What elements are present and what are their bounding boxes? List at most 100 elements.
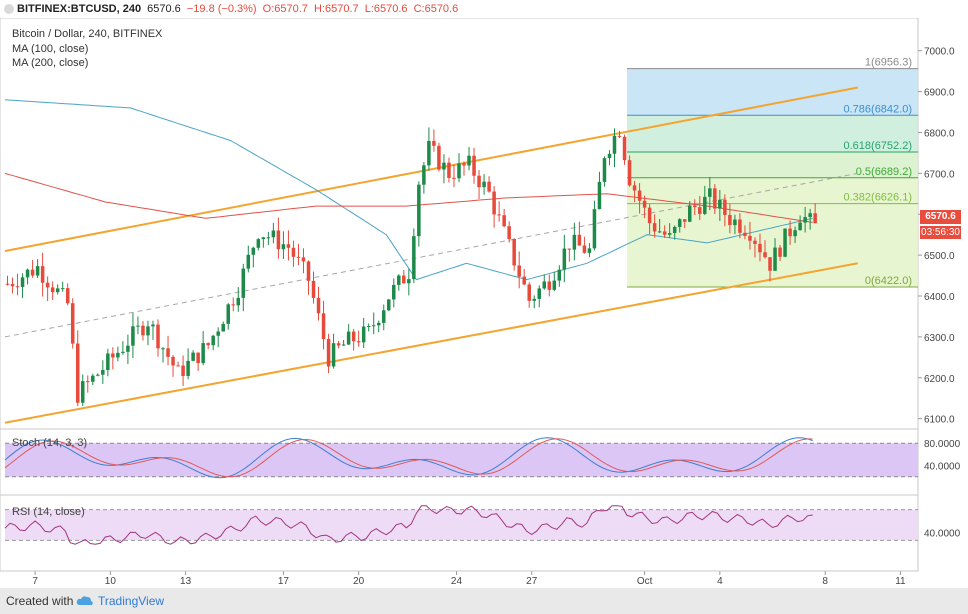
chart-title: Bitcoin / Dollar, 240, BITFINEX xyxy=(12,28,163,40)
candle-body xyxy=(111,353,115,358)
stoch-label: Stoch (14, 3, 3) xyxy=(12,437,88,449)
candle-body xyxy=(291,247,296,257)
candle-body xyxy=(246,254,251,269)
candle-body xyxy=(657,231,662,233)
candle-body xyxy=(713,188,717,209)
candle-body xyxy=(422,165,426,185)
candle-body xyxy=(50,287,55,293)
created-with-text: Created with xyxy=(6,594,74,608)
candle-body xyxy=(532,298,536,301)
y-tick-label: 6500.0 xyxy=(924,251,955,262)
candle-body xyxy=(256,239,261,248)
candle-body xyxy=(662,231,667,235)
candle-body xyxy=(306,261,311,281)
candle-body xyxy=(728,214,732,226)
candle-body xyxy=(723,199,727,215)
candle-body xyxy=(106,353,110,371)
candle-body xyxy=(231,304,236,306)
x-tick-label: 4 xyxy=(717,576,723,587)
candle-body xyxy=(30,269,35,276)
candle-body xyxy=(131,326,135,346)
rsi-band xyxy=(5,509,918,541)
candle-body xyxy=(698,207,702,214)
y-tick-label: 6400.0 xyxy=(924,292,955,303)
candle-body xyxy=(221,323,225,332)
candle-body xyxy=(206,343,210,346)
x-tick-label: Oct xyxy=(637,576,653,587)
candle-body xyxy=(211,335,215,346)
candle-body xyxy=(321,313,326,340)
candle-body xyxy=(366,326,371,328)
fib-zone xyxy=(627,68,918,116)
y-tick-label: 6100.0 xyxy=(924,415,955,426)
candle-body xyxy=(171,356,175,366)
candle-body xyxy=(557,269,562,281)
candle-body xyxy=(45,282,50,288)
candle-body xyxy=(587,248,592,253)
candle-body xyxy=(5,283,10,285)
candle-body xyxy=(607,153,612,159)
symbol-header: BITFINEX:BTCUSD, 240 6570.6 −19.8 (−0.3%… xyxy=(0,0,968,18)
candle-body xyxy=(161,348,165,350)
candle-body xyxy=(617,135,622,137)
candle-body xyxy=(778,247,782,257)
candle-body xyxy=(427,140,431,166)
stoch-tick-label: 40.0000 xyxy=(924,462,961,473)
candle-body xyxy=(216,331,220,336)
candle-body xyxy=(226,304,230,324)
ma200-line xyxy=(4,172,813,223)
stoch-band xyxy=(5,443,918,477)
candle-body xyxy=(407,279,411,284)
candle-body xyxy=(703,196,707,214)
candle-body xyxy=(236,297,241,306)
candle-body xyxy=(522,276,526,285)
ma200-legend: MA (200, close) xyxy=(12,57,89,69)
candle-body xyxy=(547,281,552,290)
rsi-line xyxy=(4,505,813,545)
last-price: 6570.6 xyxy=(147,3,181,15)
candle-body xyxy=(652,223,657,232)
x-tick-label: 10 xyxy=(105,576,117,587)
candle-body xyxy=(141,325,145,336)
candle-body xyxy=(622,136,627,161)
candle-body xyxy=(813,213,817,224)
candle-body xyxy=(592,209,597,249)
candle-body xyxy=(497,214,501,216)
candle-body xyxy=(502,215,506,227)
candle-body xyxy=(667,233,672,235)
candle-body xyxy=(276,230,281,250)
candle-body xyxy=(672,226,677,234)
candle-body xyxy=(55,288,60,293)
price-change: −19.8 (−0.3%) xyxy=(186,3,257,15)
candle-body xyxy=(758,243,762,253)
candle-body xyxy=(392,284,396,300)
candle-body xyxy=(542,281,547,289)
candle-body xyxy=(442,162,446,170)
candle-body xyxy=(336,343,341,346)
fib-zone xyxy=(627,203,918,288)
chart-canvas[interactable]: 1(6956.3) 0.786(6842.0) 0.618(6752.2) 0.5(6… xyxy=(0,18,968,588)
candle-body xyxy=(341,344,346,346)
candle-body xyxy=(241,268,246,298)
y-tick-label: 6700.0 xyxy=(924,169,955,180)
candle-body xyxy=(637,190,642,201)
candle-body xyxy=(20,277,25,287)
candle-body xyxy=(482,181,486,188)
candle-body xyxy=(597,181,602,210)
footer: Created with TradingView xyxy=(0,588,968,614)
candle-body xyxy=(402,275,406,284)
candle-body xyxy=(632,185,637,191)
candle-body xyxy=(708,188,712,197)
candle-body xyxy=(80,381,85,403)
candle-body xyxy=(96,374,100,376)
candle-body xyxy=(186,360,190,376)
candle-body xyxy=(301,257,306,262)
candle-body xyxy=(452,177,456,179)
candle-body xyxy=(286,244,291,248)
candle-body xyxy=(768,257,772,271)
candle-body xyxy=(642,200,647,208)
candle-body xyxy=(572,234,577,250)
candle-body xyxy=(627,160,632,186)
candle-body xyxy=(387,299,391,311)
tradingview-link[interactable]: TradingView xyxy=(98,594,165,608)
